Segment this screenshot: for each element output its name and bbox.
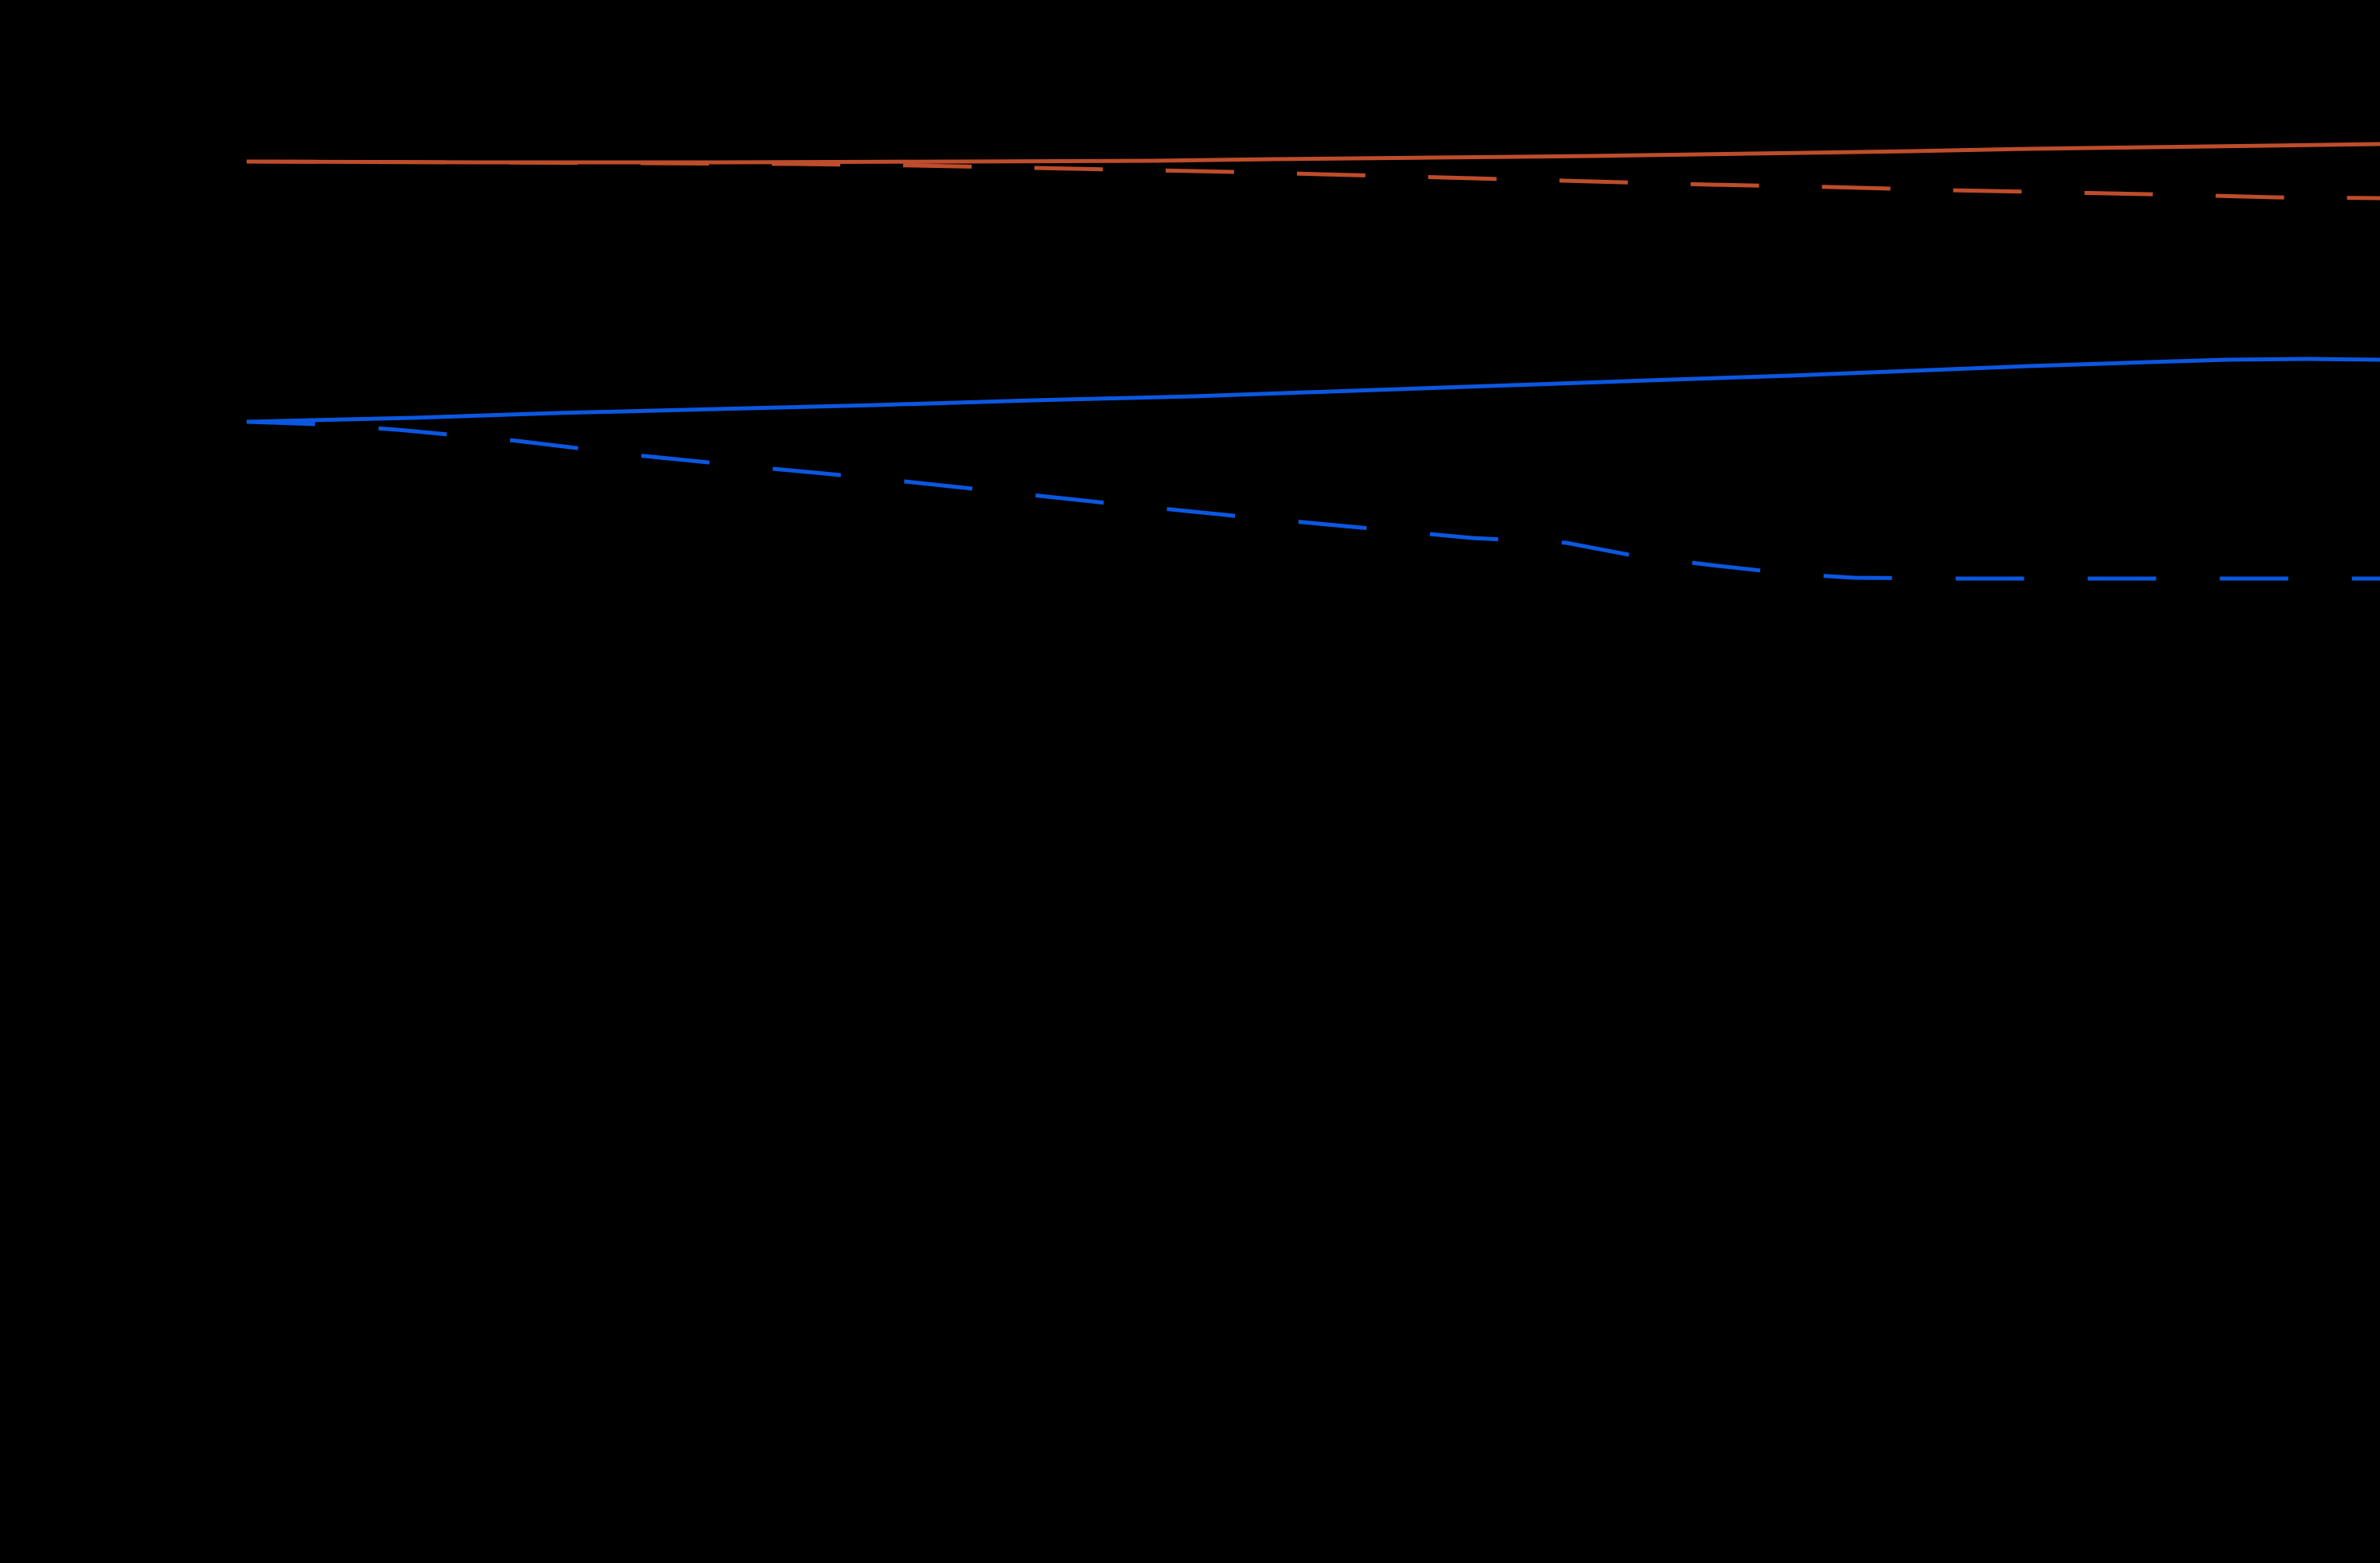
chart-series-group: [246, 142, 2380, 581]
series-blue-dashed: [246, 419, 2380, 581]
series-orange-solid: [246, 142, 2380, 165]
series-blue-solid: [246, 357, 2380, 424]
series-orange-dashed: [246, 159, 2380, 201]
